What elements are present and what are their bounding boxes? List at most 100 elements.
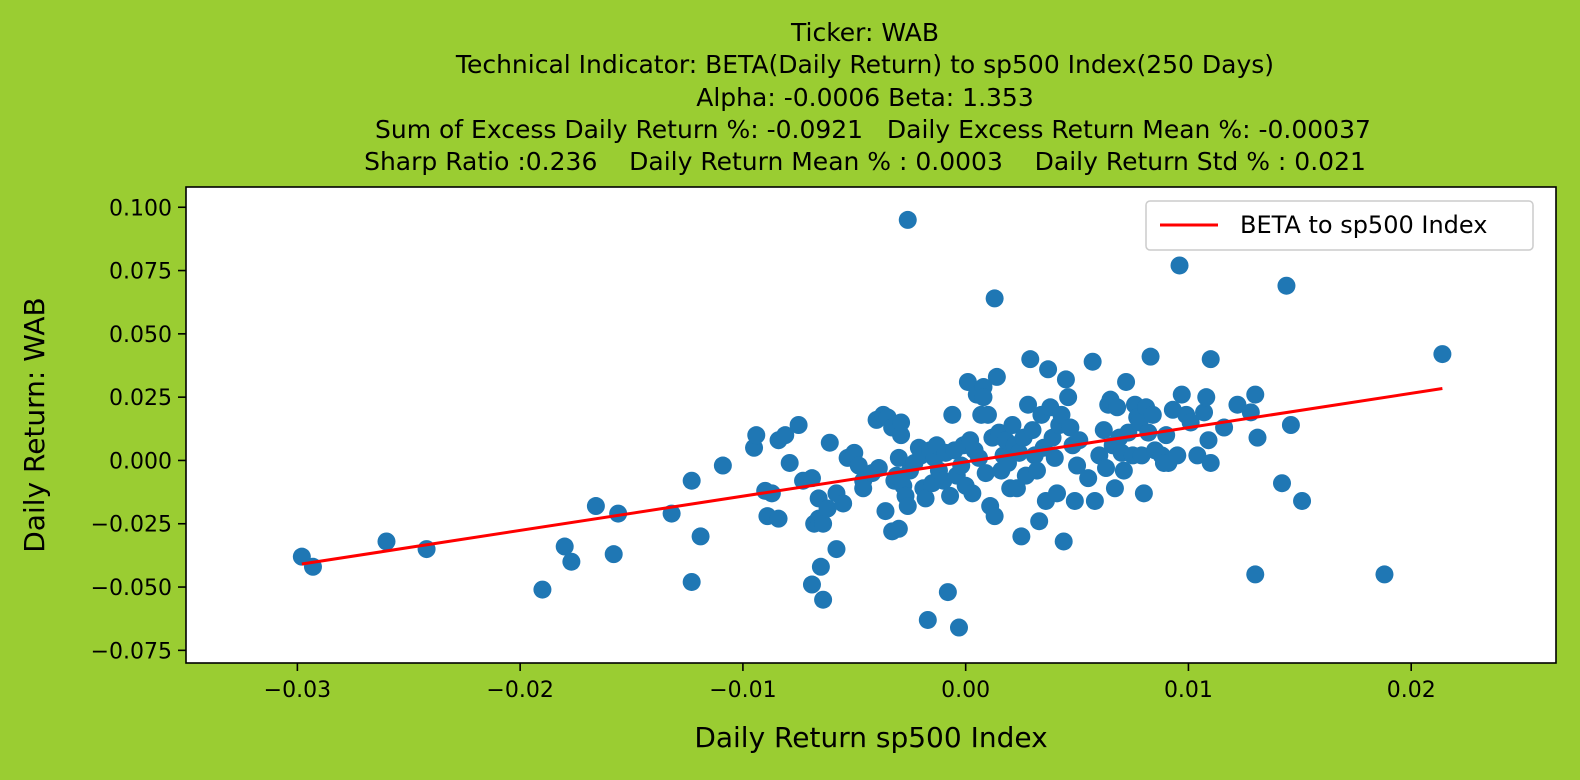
- scatter-point: [811, 557, 830, 576]
- scatter-point: [1246, 565, 1265, 584]
- scatter-point: [1141, 347, 1160, 366]
- scatter-point: [691, 527, 710, 546]
- title-line-indicator: Technical Indicator: BETA(Daily Return) …: [455, 50, 1274, 79]
- scatter-point: [776, 426, 795, 445]
- scatter-point: [377, 532, 396, 551]
- title-line-excess-return: Sum of Excess Daily Return %: -0.0921 Da…: [359, 115, 1371, 144]
- scatter-point: [1021, 350, 1040, 369]
- legend-box: [1145, 200, 1534, 251]
- scatter-point: [869, 459, 888, 478]
- scatter-point: [814, 590, 833, 609]
- scatter-point: [898, 497, 917, 516]
- scatter-point: [682, 471, 701, 490]
- x-tick-label: −0.01: [709, 678, 776, 703]
- title-line-ticker: Ticker: WAB: [790, 18, 939, 47]
- scatter-point: [949, 618, 968, 637]
- scatter-point: [1105, 479, 1124, 498]
- scatter-point: [1117, 372, 1136, 391]
- x-tick-label: 0.02: [1387, 678, 1436, 703]
- scatter-point: [916, 489, 935, 508]
- scatter-point: [970, 448, 989, 467]
- scatter-point: [1433, 345, 1452, 364]
- scatter-point: [898, 210, 917, 229]
- scatter-point: [1007, 479, 1026, 498]
- y-tick-label: 0.025: [109, 386, 172, 411]
- scatter-point: [1201, 453, 1220, 472]
- scatter-point: [849, 456, 868, 475]
- scatter-point: [1059, 388, 1078, 407]
- scatter-point: [938, 583, 957, 602]
- scatter-point: [682, 572, 701, 591]
- scatter-point: [762, 484, 781, 503]
- scatter-point: [1201, 350, 1220, 369]
- plot-frame: [185, 186, 1557, 664]
- scatter-point: [918, 610, 937, 629]
- scatter-point: [1170, 256, 1189, 275]
- scatter-point: [1293, 491, 1312, 510]
- scatter-point: [555, 537, 574, 556]
- scatter-point: [1246, 385, 1265, 404]
- x-tick-label: −0.02: [486, 678, 553, 703]
- scatter-point: [941, 486, 960, 505]
- scatter-point: [1134, 484, 1153, 503]
- scatter-point: [769, 509, 788, 528]
- regression-series: [301, 387, 1443, 566]
- scatter-point: [978, 405, 997, 424]
- scatter-point: [533, 580, 552, 599]
- scatter-point: [1108, 398, 1127, 417]
- scatter-point: [892, 426, 911, 445]
- scatter-point: [609, 504, 628, 523]
- scatter-point: [586, 497, 605, 516]
- scatter-point: [802, 469, 821, 488]
- scatter-point: [747, 426, 766, 445]
- scatter-point: [1281, 416, 1300, 434]
- scatter-point: [1375, 565, 1394, 584]
- scatter-point: [1085, 491, 1104, 510]
- scatter-point: [1277, 276, 1296, 295]
- scatter-point: [985, 289, 1004, 308]
- x-tick-label: 0.00: [941, 678, 990, 703]
- legend-label-beta: BETA to sp500 Index: [1240, 211, 1487, 239]
- scatter-point: [1083, 352, 1102, 371]
- y-tick-label: 0.000: [109, 449, 172, 474]
- scatter-point: [604, 545, 623, 564]
- scatter-point: [889, 448, 908, 467]
- y-tick-label: 0.100: [109, 196, 172, 221]
- scatter-point: [1061, 418, 1080, 437]
- scatter-point: [892, 413, 911, 432]
- scatter-point: [789, 416, 808, 434]
- scatter-point: [974, 388, 993, 407]
- title-line-alpha-beta: Alpha: -0.0006 Beta: 1.353: [696, 83, 1034, 112]
- scatter-point: [943, 405, 962, 424]
- scatter-point: [987, 367, 1006, 386]
- scatter-point: [1273, 474, 1291, 493]
- scatter-point: [1195, 403, 1214, 422]
- scatter-point: [1054, 532, 1073, 551]
- scatter-point: [1248, 428, 1267, 447]
- regression-line: [301, 387, 1443, 566]
- y-tick-label: −0.075: [91, 639, 172, 664]
- scatter-point: [1023, 421, 1042, 440]
- scatter-point: [1019, 395, 1038, 414]
- scatter-point: [1228, 395, 1247, 414]
- scatter-point: [1114, 461, 1133, 480]
- scatter-point: [876, 502, 895, 521]
- scatter-point: [1097, 459, 1116, 478]
- scatter-point: [1068, 456, 1087, 475]
- scatter-point: [1199, 431, 1218, 450]
- scatter-point: [1079, 469, 1098, 488]
- scatter-point: [963, 484, 982, 503]
- legend: BETA to sp500 Index: [1145, 200, 1534, 251]
- scatter-point: [1094, 421, 1113, 440]
- scatter-point: [562, 552, 581, 571]
- scatter-point: [1168, 446, 1187, 465]
- scatter-point: [1056, 370, 1075, 389]
- scatter-point: [1143, 405, 1162, 424]
- scatter-point: [985, 507, 1004, 526]
- y-tick-label: −0.025: [91, 513, 172, 538]
- y-tick-label: 0.050: [109, 323, 172, 348]
- scatter-point: [1188, 446, 1207, 465]
- scatter-point: [1030, 512, 1049, 531]
